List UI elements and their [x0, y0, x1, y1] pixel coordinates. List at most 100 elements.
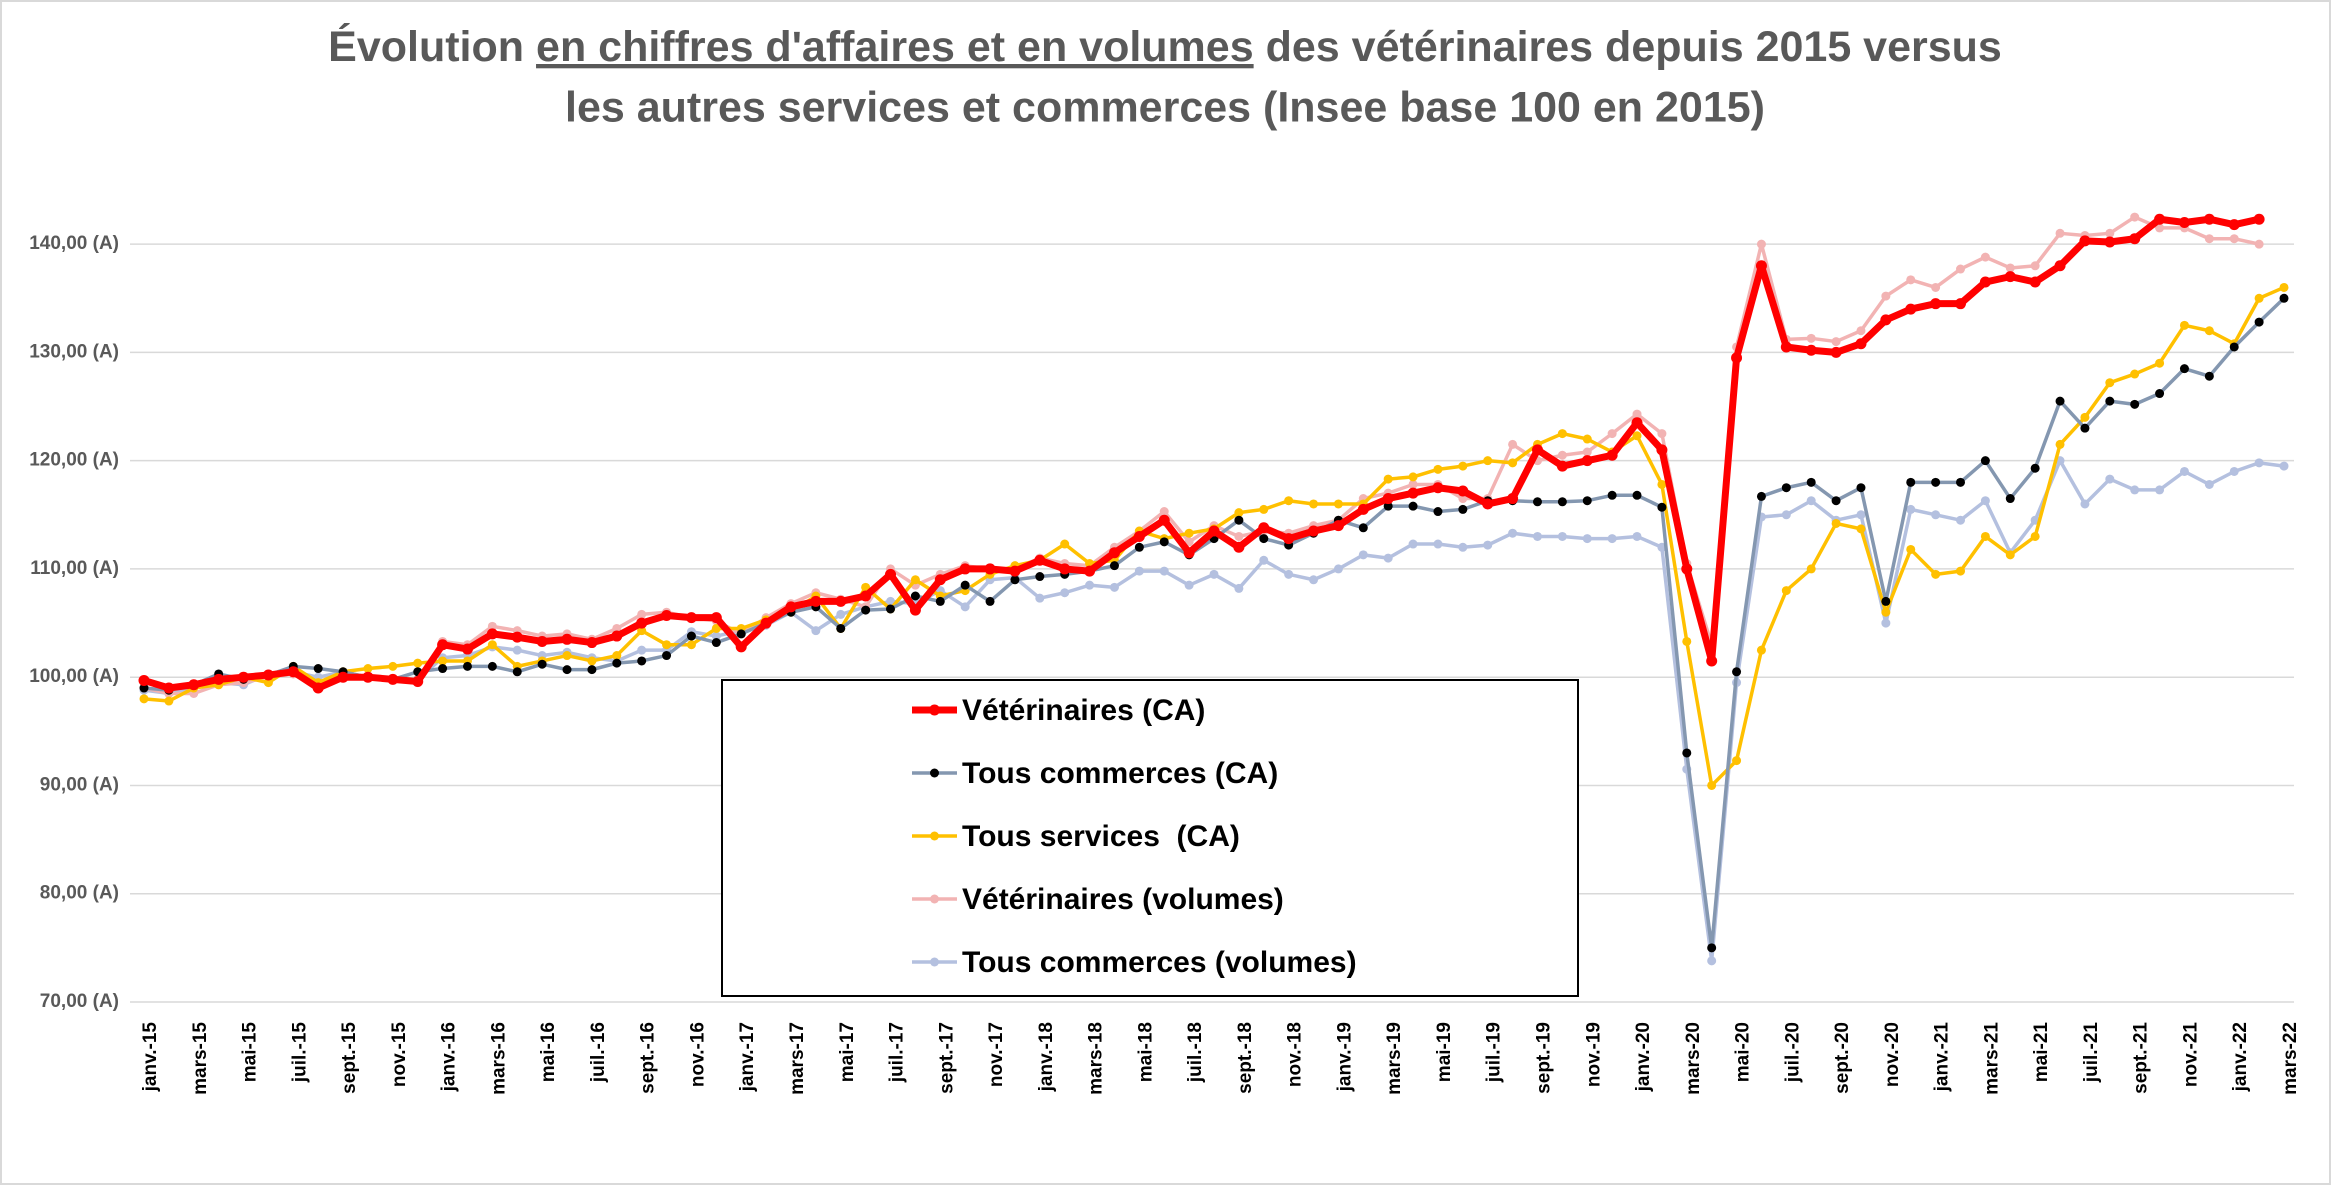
data-point	[462, 661, 472, 671]
data-point	[2204, 371, 2214, 381]
data-point	[1035, 593, 1045, 603]
data-point	[637, 609, 647, 619]
data-point	[1458, 494, 1468, 504]
data-point	[1780, 341, 1792, 353]
data-point	[935, 596, 945, 606]
data-point	[562, 665, 572, 675]
data-point	[1657, 479, 1667, 489]
data-point	[885, 568, 897, 580]
data-point	[1457, 485, 1469, 497]
x-tick-label: janv.-16	[439, 1022, 460, 1092]
data-point	[612, 658, 622, 668]
data-point	[711, 638, 721, 648]
data-point	[1284, 496, 1294, 506]
data-point	[313, 664, 323, 674]
x-tick-label: sept.-20	[1832, 1022, 1853, 1094]
data-point	[1856, 510, 1866, 520]
y-tick-label: 90,00 (A)	[40, 774, 119, 795]
x-tick-label: mai-18	[1135, 1022, 1156, 1082]
data-point	[437, 639, 449, 651]
data-point	[388, 661, 398, 671]
data-point	[1931, 510, 1941, 520]
data-point	[1781, 586, 1791, 596]
data-point	[2279, 293, 2289, 303]
legend-marker	[929, 704, 940, 716]
data-point	[1532, 531, 1542, 541]
x-tick-label: nov.-17	[986, 1022, 1007, 1087]
x-tick-label: mars-22	[2280, 1022, 2301, 1095]
x-tick-label: janv.-22	[2230, 1022, 2251, 1092]
x-tick-label: sept.-16	[638, 1022, 659, 1094]
data-point	[362, 671, 374, 683]
y-tick-label: 70,00 (A)	[40, 991, 119, 1012]
plot-area	[138, 212, 2289, 966]
data-point	[1956, 477, 1966, 487]
x-tick-label: mai-19	[1434, 1022, 1455, 1082]
data-point	[1184, 528, 1194, 538]
data-point	[1880, 314, 1892, 326]
data-point	[2229, 466, 2239, 476]
data-point	[1557, 450, 1567, 460]
data-point	[2204, 234, 2214, 244]
data-point	[1259, 555, 1269, 565]
data-point	[363, 664, 373, 674]
data-point	[934, 574, 946, 586]
x-tick-label: nov.-20	[1882, 1022, 1903, 1087]
data-point	[1508, 528, 1518, 538]
data-point	[238, 671, 250, 683]
data-point	[2155, 358, 2165, 368]
data-point	[685, 612, 697, 624]
data-point	[611, 630, 623, 642]
data-point	[1109, 582, 1119, 592]
y-tick-label: 110,00 (A)	[30, 558, 119, 579]
data-point	[2155, 389, 2165, 399]
data-point	[1233, 541, 1245, 553]
data-point	[2130, 212, 2140, 222]
data-point	[860, 590, 872, 602]
data-point	[1358, 523, 1368, 533]
data-point	[1906, 504, 1916, 514]
data-point	[561, 633, 573, 645]
data-point	[2129, 233, 2141, 245]
y-tick-label: 120,00 (A)	[29, 450, 119, 471]
x-tick-label: mars-21	[1981, 1022, 2002, 1095]
data-point	[861, 605, 871, 615]
data-point	[312, 682, 324, 694]
data-point	[163, 682, 175, 694]
y-tick-label: 130,00 (A)	[29, 341, 119, 362]
data-point	[1855, 338, 1867, 350]
data-point	[1956, 515, 1966, 525]
data-point	[438, 664, 448, 674]
data-point	[1184, 580, 1194, 590]
data-point	[1706, 655, 1718, 667]
data-point	[1731, 352, 1743, 364]
legend-label: Tous commerces (volumes)	[962, 946, 1357, 979]
data-point	[1931, 477, 1941, 487]
data-point	[1980, 456, 1990, 466]
y-tick-label: 140,00 (A)	[29, 233, 119, 254]
data-point	[1756, 645, 1766, 655]
data-point	[1158, 514, 1170, 526]
data-point	[1283, 533, 1295, 545]
data-point	[1482, 498, 1494, 510]
data-point	[1258, 522, 1270, 534]
data-point	[511, 631, 523, 643]
data-point	[2079, 235, 2091, 247]
data-point	[1806, 496, 1816, 506]
data-point	[1259, 504, 1269, 514]
data-point	[836, 623, 846, 633]
data-point	[2178, 216, 2190, 228]
x-tick-label: mai-17	[837, 1022, 858, 1082]
data-point	[2179, 364, 2189, 374]
data-point	[2104, 236, 2116, 248]
data-point	[1582, 434, 1592, 444]
data-point	[1408, 472, 1418, 482]
data-point	[2130, 369, 2140, 379]
legend-box	[721, 679, 1579, 997]
y-tick-label: 80,00 (A)	[40, 883, 119, 904]
data-point	[1707, 956, 1717, 966]
data-point	[1408, 501, 1418, 511]
data-point	[2105, 396, 2115, 406]
data-point	[2055, 439, 2065, 449]
